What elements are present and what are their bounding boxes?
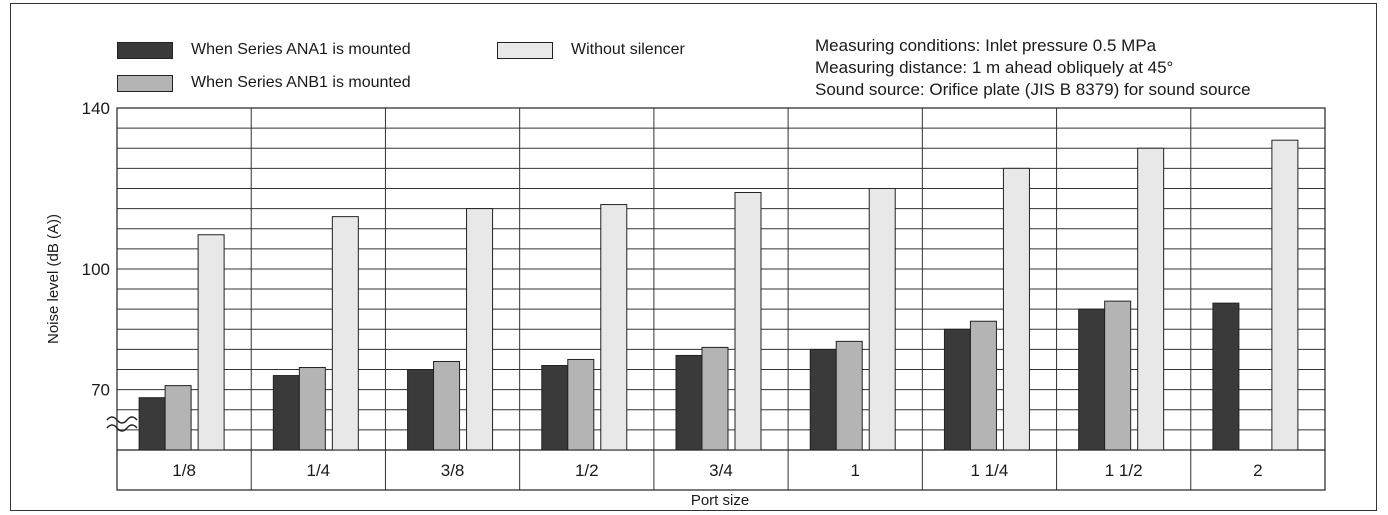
x-tick-label: 3/8 <box>441 461 465 480</box>
x-tick-label: 1 1/4 <box>971 461 1009 480</box>
legend-label-anb1: When Series ANB1 is mounted <box>191 74 411 91</box>
plot-area <box>116 107 1326 491</box>
axis-break-mark <box>106 424 138 432</box>
bar <box>433 360 461 451</box>
bar <box>298 367 326 451</box>
x-axis-title: Port size <box>691 492 749 509</box>
legend-swatch-without-silencer <box>497 41 553 59</box>
legend-item-anb1: When Series ANB1 is mounted <box>117 74 411 92</box>
x-tick-label: 1 <box>850 461 859 480</box>
bar <box>466 208 494 451</box>
legend-item-ana1: When Series ANA1 is mounted <box>117 41 411 59</box>
bar <box>197 234 225 451</box>
x-tick-label: 1 1/2 <box>1105 461 1143 480</box>
bar <box>809 348 837 451</box>
bar <box>567 358 595 451</box>
x-tick-label: 2 <box>1253 461 1262 480</box>
bar <box>600 204 628 451</box>
bar <box>1078 308 1106 451</box>
bar <box>835 340 863 451</box>
x-tick-label: 3/4 <box>709 461 733 480</box>
legend-swatch-ana1 <box>117 41 173 59</box>
legend-swatch-anb1 <box>117 74 173 92</box>
bar <box>272 375 300 451</box>
annotation-distance: Measuring distance: 1 m ahead obliquely … <box>815 58 1174 77</box>
bar <box>701 346 729 451</box>
bar <box>331 216 359 451</box>
x-tick-label: 1/2 <box>575 461 599 480</box>
bar <box>138 397 166 451</box>
y-tick-label: 70 <box>91 381 110 400</box>
y-tick-label: 100 <box>82 260 110 279</box>
legend-item-without-silencer: Without silencer <box>497 41 685 59</box>
bar <box>734 191 762 451</box>
bar <box>675 354 703 451</box>
bar <box>1002 167 1030 451</box>
axis-break-mark <box>106 416 138 424</box>
x-tick-label: 1/4 <box>307 461 331 480</box>
bar <box>1137 147 1165 451</box>
annotation-sound-source: Sound source: Orifice plate (JIS B 8379)… <box>815 80 1251 99</box>
bar <box>1212 302 1240 451</box>
bar <box>164 385 192 451</box>
x-tick-label: 1/8 <box>172 461 196 480</box>
bar <box>407 369 435 451</box>
bar <box>541 365 569 451</box>
legend-label-ana1: When Series ANA1 is mounted <box>191 41 411 58</box>
y-tick-label: 140 <box>82 99 110 118</box>
bar <box>943 328 971 451</box>
y-axis-title: Noise level (dB (A)) <box>45 214 62 344</box>
annotation-conditions: Measuring conditions: Inlet pressure 0.5… <box>815 36 1157 55</box>
bar <box>1271 139 1299 451</box>
chart-frame <box>10 3 1377 511</box>
bar <box>868 187 896 451</box>
bar <box>969 320 997 451</box>
legend-label-without-silencer: Without silencer <box>571 41 685 58</box>
bar <box>1104 300 1132 451</box>
